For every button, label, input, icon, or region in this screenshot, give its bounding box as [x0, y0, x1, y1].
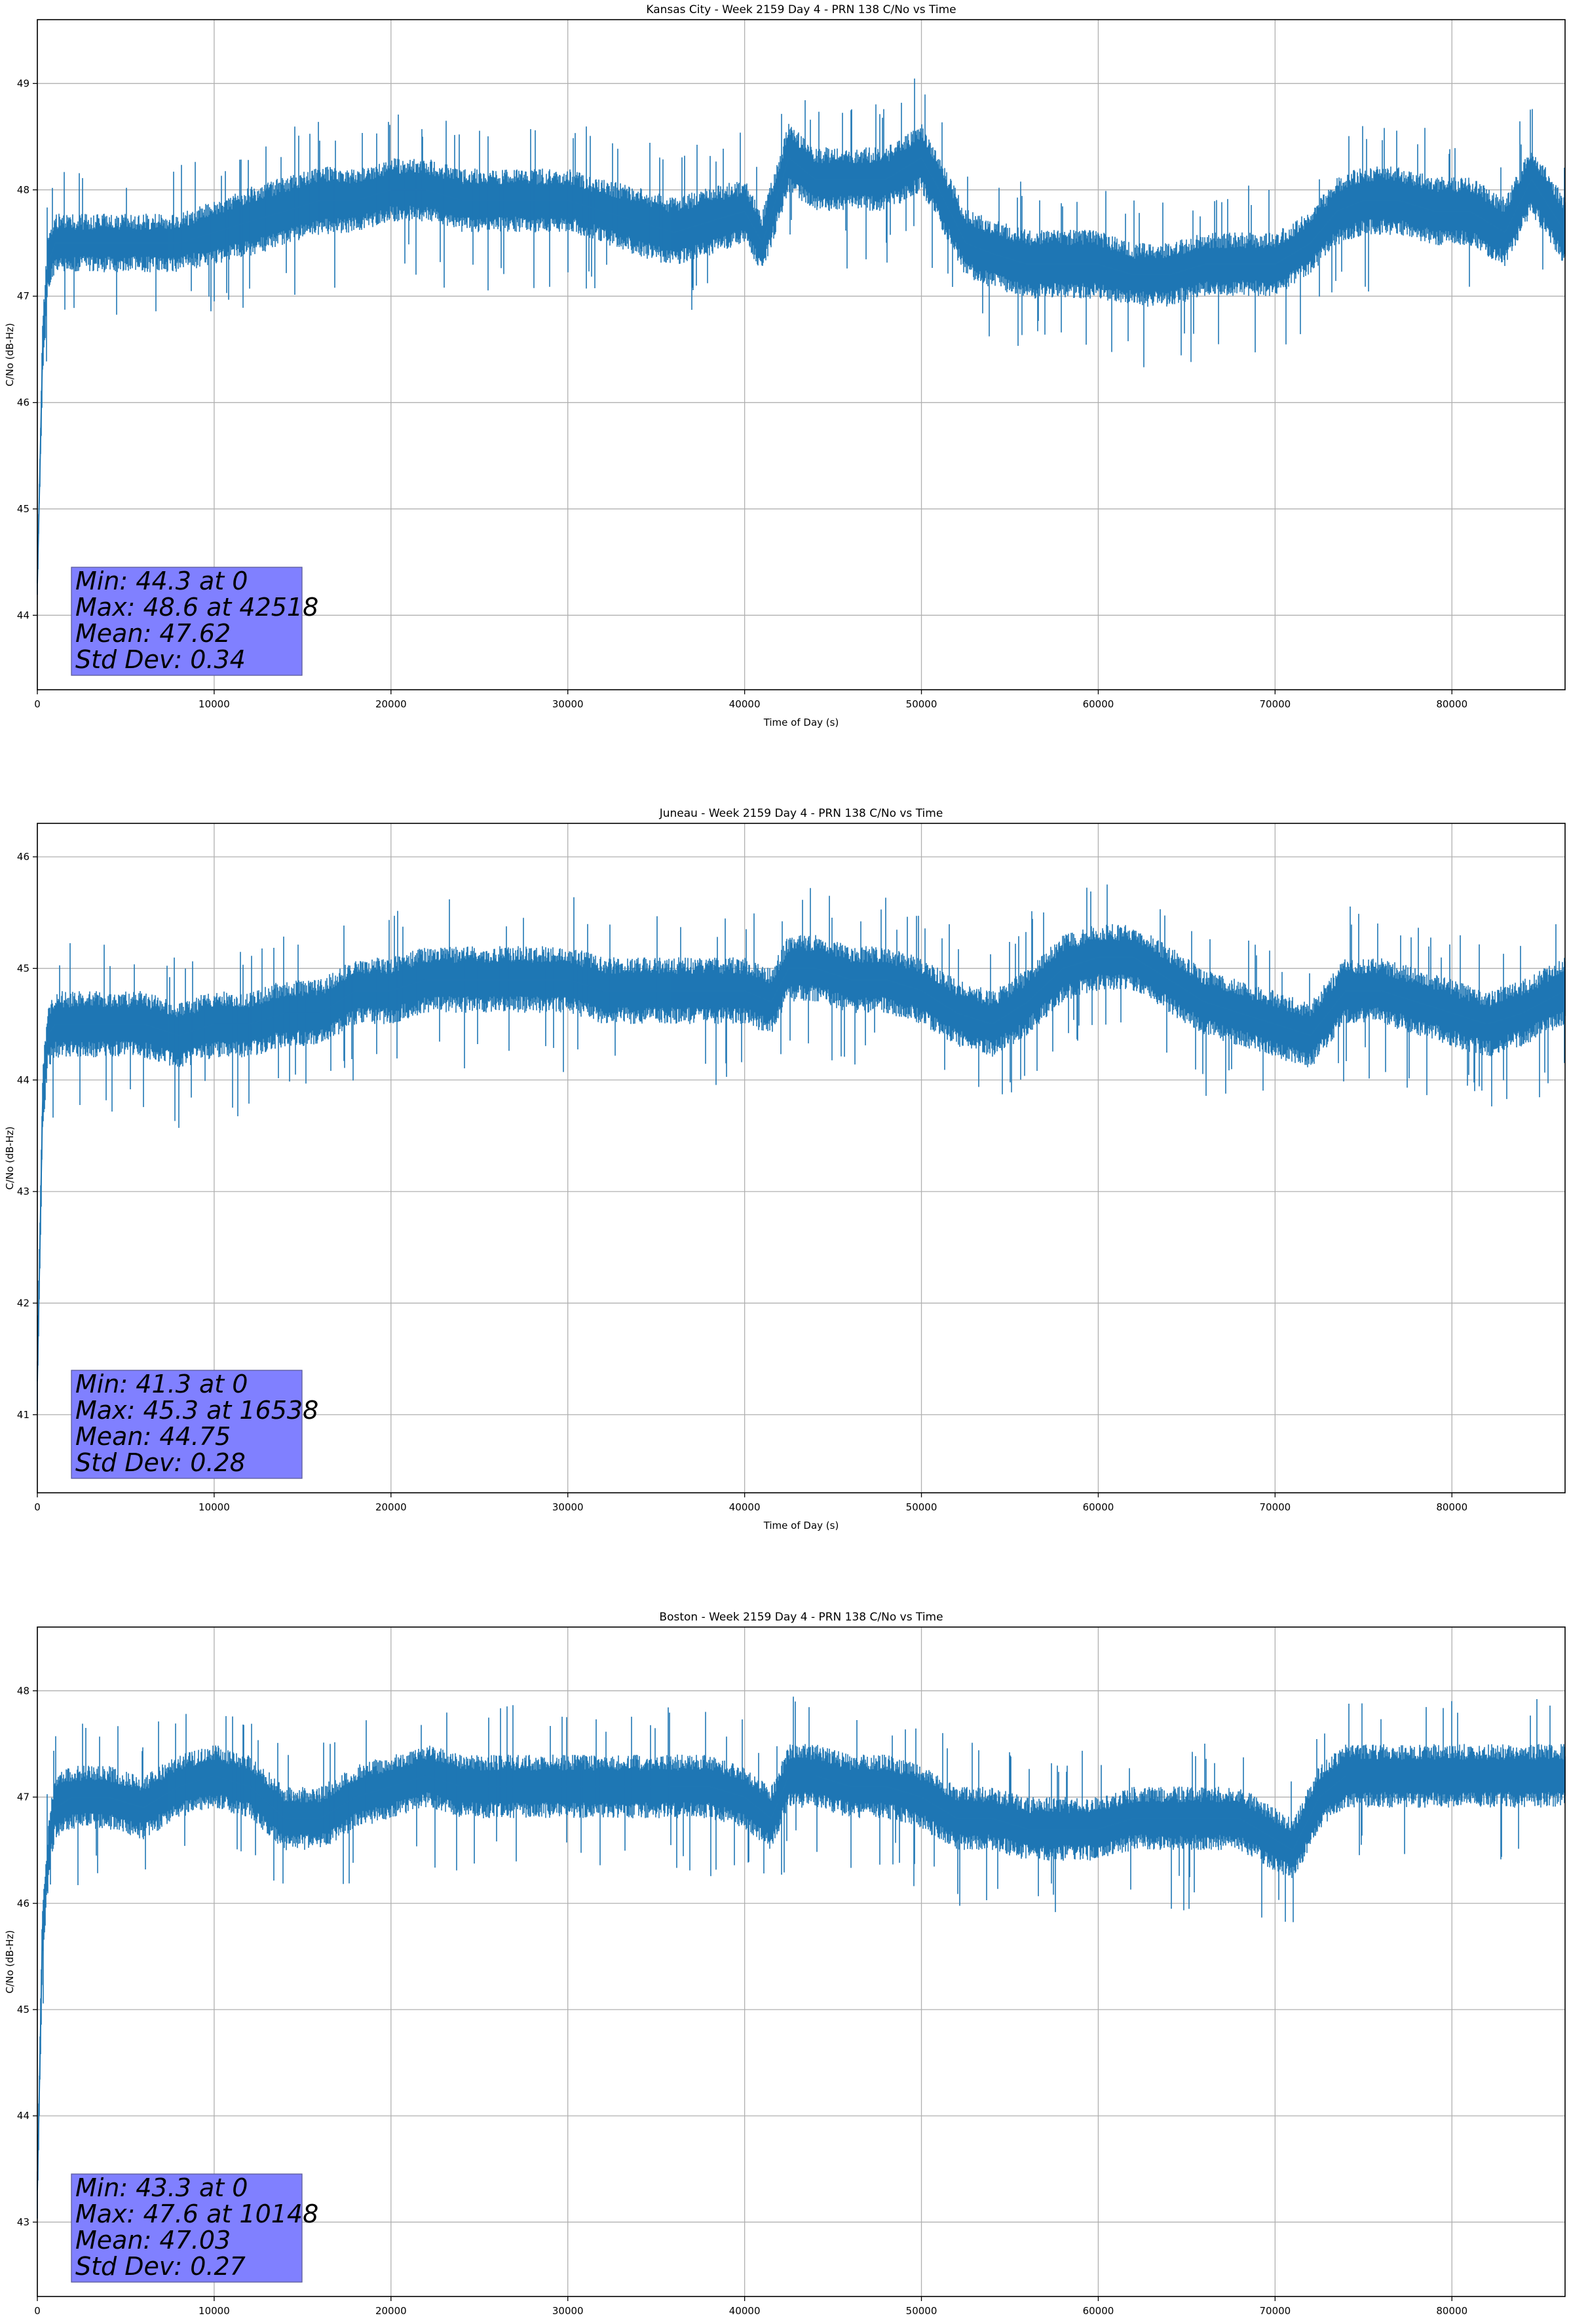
- chart-panel-1: 0 10000 20000 30000 40000 50000 60000 70000 8000…: [4, 3, 1566, 728]
- y-tick-label: 44: [17, 609, 29, 621]
- stats-line: Mean: 44.75: [75, 1422, 231, 1451]
- chart-panel-2: 0 10000 20000 30000 40000 50000 60000 70000 8000…: [4, 807, 1566, 1531]
- stats-line: Max: 45.3 at 16538: [75, 1396, 318, 1425]
- x-tick-label: 0: [34, 698, 41, 710]
- y-tick-label: 43: [17, 1186, 29, 1197]
- chart-panel-3: 0 10000 20000 30000 40000 50000 60000 70000 8000…: [4, 1611, 1566, 2324]
- x-tick-label: 20000: [375, 698, 407, 710]
- series-line: [37, 956, 1566, 1381]
- y-tick-label: 42: [17, 1297, 29, 1309]
- x-tick-label: 30000: [552, 1501, 584, 1513]
- x-tick-label: 10000: [198, 698, 230, 710]
- plot-frame: [37, 19, 1566, 690]
- x-tick-label: 40000: [729, 1501, 761, 1513]
- stats-box: [71, 1370, 303, 1479]
- x-tick-label: 80000: [1436, 698, 1467, 710]
- stats-line: Max: 48.6 at 42518: [75, 593, 318, 622]
- x-axis-label: Time of Day (s): [763, 717, 839, 728]
- x-tick-label: 60000: [1083, 1501, 1114, 1513]
- chart-title: Juneau - Week 2159 Day 4 - PRN 138 C/No …: [659, 807, 943, 820]
- y-tick-label: 44: [17, 1074, 29, 1086]
- x-axis-label: Time of Day (s): [763, 1520, 839, 1531]
- x-tick-label: 0: [34, 1501, 41, 1513]
- stats-line: Mean: 47.62: [75, 619, 231, 648]
- stats-line: Min: 44.3 at 0: [75, 567, 248, 595]
- y-tick-label: 45: [17, 503, 29, 515]
- stats-line: Std Dev: 0.34: [75, 645, 246, 674]
- y-tick-label: 41: [17, 1409, 29, 1421]
- x-tick-label: 50000: [906, 698, 937, 710]
- y-tick-label: 45: [17, 962, 29, 974]
- y-tick-label: 46: [17, 397, 29, 409]
- y-tick-label: 48: [17, 184, 29, 196]
- x-tick-label: 50000: [906, 1501, 937, 1513]
- x-tick-label: 10000: [198, 1501, 230, 1513]
- stats-box: [71, 567, 303, 676]
- y-tick-label: 46: [17, 851, 29, 863]
- x-tick-label: 70000: [1259, 1501, 1291, 1513]
- series-band: [37, 78, 1566, 595]
- y-tick-label: 49: [17, 77, 29, 89]
- series-band: [37, 1696, 1566, 2219]
- x-tick-label: 80000: [1436, 1501, 1467, 1513]
- stats-line: Std Dev: 0.28: [75, 1448, 246, 1477]
- stats-line: Min: 41.3 at 0: [75, 1370, 248, 1398]
- chart-title: Kansas City - Week 2159 Day 4 - PRN 138 …: [646, 3, 956, 16]
- series-band: [37, 884, 1566, 1411]
- y-tick-label: 47: [17, 290, 29, 302]
- series-line: [37, 157, 1566, 584]
- x-tick-label: 40000: [729, 698, 761, 710]
- y-axis-label: C/No (dB-Hz): [4, 323, 16, 386]
- plot-frame: [37, 823, 1566, 1493]
- x-tick-label: 60000: [1083, 698, 1114, 710]
- y-axis-label: C/No (dB-Hz): [4, 1127, 16, 1190]
- x-tick-label: 20000: [375, 1501, 407, 1513]
- x-tick-label: 30000: [552, 698, 584, 710]
- x-tick-label: 70000: [1259, 698, 1291, 710]
